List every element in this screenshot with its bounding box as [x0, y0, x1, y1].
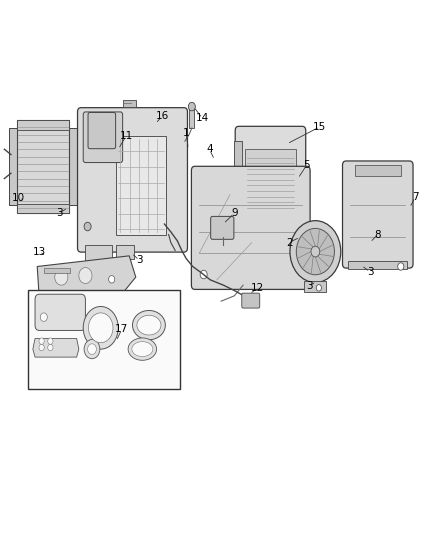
Text: 16: 16	[155, 111, 169, 121]
FancyBboxPatch shape	[242, 293, 260, 308]
Circle shape	[40, 313, 47, 321]
Polygon shape	[37, 256, 136, 301]
Bar	[189, 107, 194, 128]
FancyBboxPatch shape	[191, 166, 310, 289]
Circle shape	[88, 344, 96, 354]
Bar	[116, 136, 166, 235]
Bar	[304, 281, 326, 292]
Circle shape	[83, 306, 118, 349]
Bar	[116, 245, 134, 259]
Text: 3: 3	[306, 281, 313, 291]
FancyBboxPatch shape	[211, 216, 234, 239]
Circle shape	[55, 269, 68, 285]
Circle shape	[109, 276, 115, 283]
Bar	[69, 128, 77, 205]
Bar	[9, 128, 17, 205]
Circle shape	[200, 270, 207, 279]
Bar	[44, 268, 70, 273]
Circle shape	[88, 313, 113, 343]
Bar	[17, 204, 69, 213]
Bar	[355, 165, 401, 176]
Circle shape	[39, 344, 44, 351]
Bar	[85, 245, 112, 261]
Ellipse shape	[137, 315, 161, 335]
Circle shape	[48, 338, 53, 344]
Text: 9: 9	[231, 208, 238, 218]
Text: 8: 8	[374, 230, 381, 239]
Text: 13: 13	[33, 247, 46, 256]
Bar	[245, 149, 296, 211]
Text: 3: 3	[56, 208, 63, 218]
FancyBboxPatch shape	[83, 112, 123, 163]
Circle shape	[84, 340, 100, 359]
Circle shape	[398, 263, 404, 270]
FancyBboxPatch shape	[343, 161, 413, 268]
Circle shape	[84, 222, 91, 231]
FancyBboxPatch shape	[235, 126, 306, 223]
Text: 4: 4	[206, 144, 213, 154]
Ellipse shape	[128, 338, 157, 360]
Circle shape	[311, 246, 320, 257]
Circle shape	[316, 285, 321, 291]
Bar	[17, 120, 69, 130]
Bar	[17, 120, 69, 213]
Bar	[123, 100, 136, 107]
FancyBboxPatch shape	[88, 112, 116, 149]
Text: 15: 15	[313, 122, 326, 132]
Text: 11: 11	[120, 131, 133, 141]
Circle shape	[290, 221, 341, 282]
Text: 5: 5	[303, 160, 310, 170]
Circle shape	[79, 268, 92, 284]
Text: 17: 17	[115, 325, 128, 334]
Bar	[234, 141, 242, 213]
Circle shape	[188, 102, 195, 111]
Text: 7: 7	[412, 192, 419, 202]
FancyBboxPatch shape	[35, 294, 85, 330]
Text: 2: 2	[286, 238, 293, 247]
Bar	[348, 261, 407, 269]
Bar	[28, 290, 180, 389]
Text: 10: 10	[12, 193, 25, 203]
Polygon shape	[33, 338, 79, 357]
Ellipse shape	[132, 342, 153, 357]
Circle shape	[296, 228, 335, 274]
Text: 3: 3	[136, 255, 143, 265]
Text: 1: 1	[183, 128, 190, 138]
Circle shape	[48, 344, 53, 351]
Ellipse shape	[132, 310, 166, 340]
Text: 3: 3	[367, 267, 374, 277]
Circle shape	[39, 338, 44, 344]
Bar	[241, 216, 300, 227]
FancyBboxPatch shape	[78, 108, 187, 252]
Text: 12: 12	[251, 283, 264, 293]
Text: 14: 14	[196, 114, 209, 123]
